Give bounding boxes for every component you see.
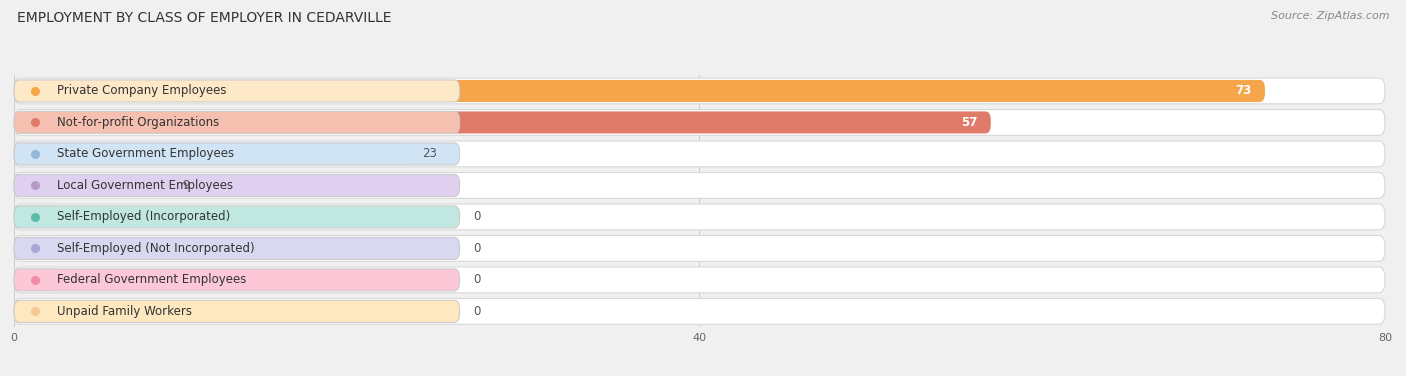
Text: Local Government Employees: Local Government Employees: [56, 179, 233, 192]
FancyBboxPatch shape: [14, 235, 1385, 261]
FancyBboxPatch shape: [14, 78, 1385, 104]
Text: 23: 23: [422, 147, 437, 161]
FancyBboxPatch shape: [14, 141, 1385, 167]
FancyBboxPatch shape: [14, 237, 460, 259]
FancyBboxPatch shape: [14, 109, 1385, 135]
Text: 57: 57: [960, 116, 977, 129]
Text: Private Company Employees: Private Company Employees: [56, 85, 226, 97]
FancyBboxPatch shape: [14, 111, 460, 133]
Text: 0: 0: [474, 242, 481, 255]
FancyBboxPatch shape: [14, 269, 460, 291]
FancyBboxPatch shape: [14, 143, 408, 165]
FancyBboxPatch shape: [14, 111, 991, 133]
FancyBboxPatch shape: [14, 174, 169, 196]
Text: State Government Employees: State Government Employees: [56, 147, 233, 161]
FancyBboxPatch shape: [14, 299, 1385, 324]
FancyBboxPatch shape: [14, 143, 460, 165]
FancyBboxPatch shape: [14, 237, 56, 259]
FancyBboxPatch shape: [14, 300, 460, 322]
Text: 73: 73: [1234, 85, 1251, 97]
Text: Source: ZipAtlas.com: Source: ZipAtlas.com: [1271, 11, 1389, 21]
Text: Unpaid Family Workers: Unpaid Family Workers: [56, 305, 191, 318]
Text: 0: 0: [474, 273, 481, 287]
Text: Federal Government Employees: Federal Government Employees: [56, 273, 246, 287]
FancyBboxPatch shape: [14, 173, 1385, 198]
FancyBboxPatch shape: [14, 80, 1265, 102]
FancyBboxPatch shape: [14, 300, 56, 322]
Text: 0: 0: [474, 305, 481, 318]
Text: EMPLOYMENT BY CLASS OF EMPLOYER IN CEDARVILLE: EMPLOYMENT BY CLASS OF EMPLOYER IN CEDAR…: [17, 11, 391, 25]
Text: Self-Employed (Not Incorporated): Self-Employed (Not Incorporated): [56, 242, 254, 255]
Text: 0: 0: [474, 211, 481, 223]
FancyBboxPatch shape: [14, 174, 460, 196]
Text: Not-for-profit Organizations: Not-for-profit Organizations: [56, 116, 219, 129]
FancyBboxPatch shape: [14, 80, 460, 102]
FancyBboxPatch shape: [14, 269, 56, 291]
FancyBboxPatch shape: [14, 206, 56, 228]
FancyBboxPatch shape: [14, 267, 1385, 293]
FancyBboxPatch shape: [14, 206, 460, 228]
Text: 9: 9: [181, 179, 190, 192]
FancyBboxPatch shape: [14, 204, 1385, 230]
Text: Self-Employed (Incorporated): Self-Employed (Incorporated): [56, 211, 231, 223]
